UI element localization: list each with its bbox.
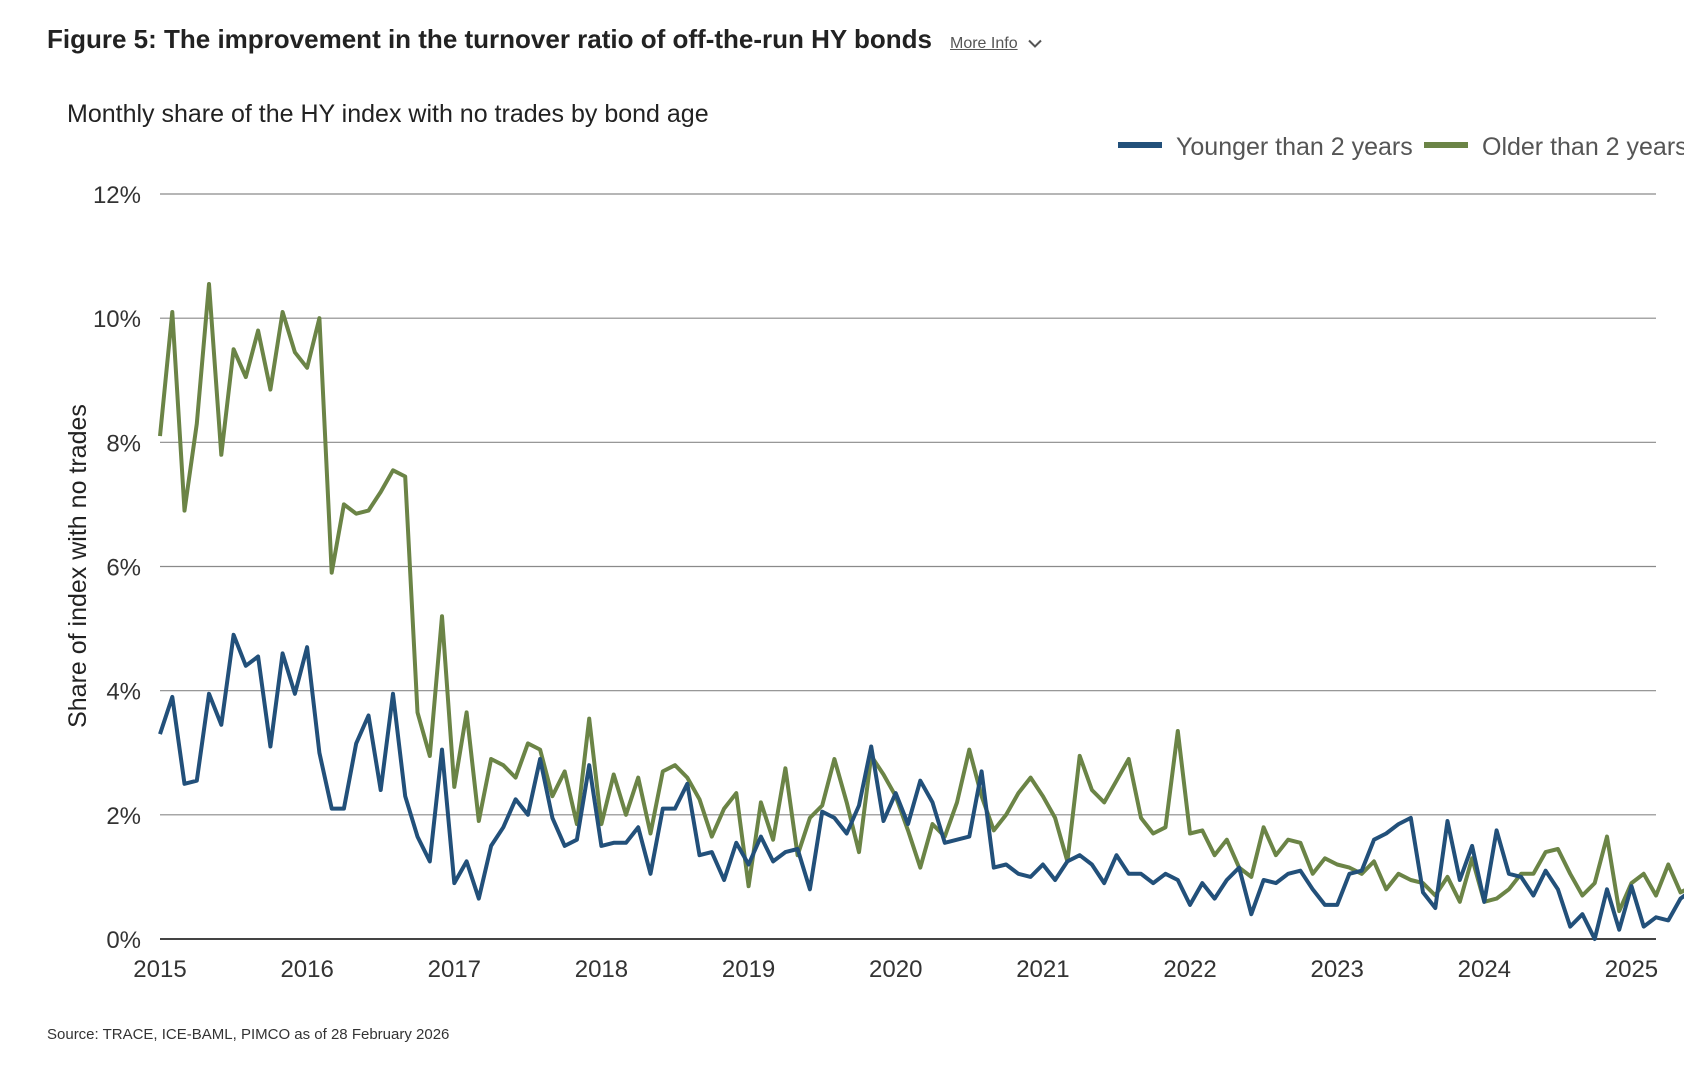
x-tick-labels: 2015 2016 2017 2018 2019 2020 2021 2022 2023 2024…	[133, 956, 1658, 983]
x-tick-label: 2019	[722, 956, 775, 983]
y-tick-label: 8%	[106, 430, 141, 457]
more-info-label: More Info	[950, 35, 1018, 52]
y-tick-label: 2%	[106, 803, 141, 830]
legend-label-younger: Younger than 2 years	[1176, 133, 1413, 161]
x-tick-label: 2023	[1310, 956, 1363, 983]
y-axis-label: Share of index with no trades	[64, 404, 92, 728]
x-tick-label: 2022	[1163, 956, 1216, 983]
chart-title: Monthly share of the HY index with no tr…	[67, 100, 709, 128]
y-tick-label: 4%	[106, 679, 141, 706]
figure-title: Figure 5: The improvement in the turnove…	[47, 24, 932, 54]
x-tick-label: 2024	[1458, 956, 1511, 983]
x-tick-label: 2017	[428, 956, 481, 983]
y-tick-label: 10%	[93, 306, 141, 333]
x-tick-label: 2020	[869, 956, 922, 983]
source-note: Source: TRACE, ICE-BAML, PIMCO as of 28 …	[47, 1026, 450, 1043]
x-tick-label: 2021	[1016, 956, 1069, 983]
series-line-younger	[158, 632, 1684, 941]
chevron-down-icon	[1027, 35, 1042, 53]
x-tick-label: 2018	[575, 956, 628, 983]
x-tick-label: 2025	[1605, 956, 1658, 983]
y-tick-label: 6%	[106, 555, 141, 582]
series-line-older	[158, 282, 1684, 914]
x-tick-label: 2015	[133, 956, 186, 983]
legend-label-older: Older than 2 years	[1482, 133, 1684, 161]
x-tick-label: 2016	[280, 956, 333, 983]
series-lines	[158, 282, 1684, 941]
y-tick-label: 0%	[106, 927, 141, 954]
figure-header: Figure 5: The improvement in the turnove…	[47, 24, 1042, 55]
legend: Younger than 2 years Older than 2 years	[1118, 133, 1684, 161]
y-tick-label: 12%	[93, 182, 141, 209]
y-tick-labels: 0% 2% 4% 6% 8% 10% 12%	[93, 182, 141, 954]
more-info-link[interactable]: More Info	[950, 35, 1042, 53]
